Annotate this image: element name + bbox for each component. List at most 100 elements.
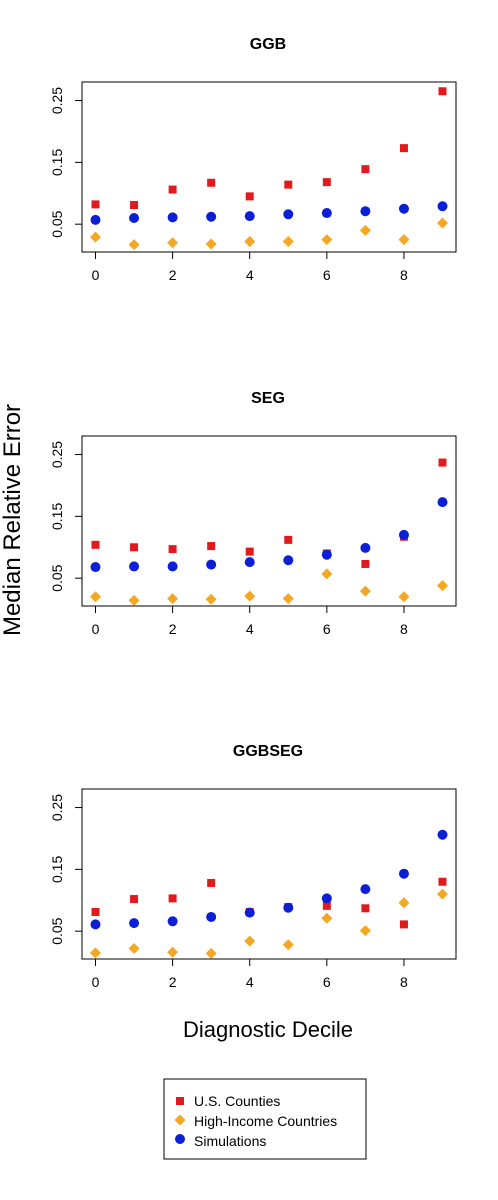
data-point-high-income-countries (89, 231, 101, 243)
panel-title-seg: SEG (251, 390, 285, 407)
data-point-us-counties (168, 545, 177, 554)
data-point-high-income-countries (167, 237, 179, 249)
data-point-us-counties (284, 535, 293, 544)
panel-seg: SEG 0 2 4 6 8 0.05 0.15 0.25 (49, 390, 457, 637)
data-point-us-counties (361, 904, 370, 913)
data-point-high-income-countries (359, 224, 371, 236)
data-point-simulations (283, 902, 294, 913)
data-point-us-counties (91, 908, 100, 917)
data-point-simulations (437, 829, 448, 840)
data-point-simulations (129, 561, 140, 572)
data-point-simulations (398, 203, 409, 214)
plot-frame-ggb (81, 81, 457, 253)
data-point-high-income-countries (167, 946, 179, 958)
data-point-simulations (398, 868, 409, 879)
panel-title-ggbseg: GGBSEG (233, 743, 303, 760)
data-point-high-income-countries (244, 235, 256, 247)
data-point-high-income-countries (321, 568, 333, 580)
data-point-simulations (129, 918, 140, 929)
panel-ggbseg: GGBSEG 0 2 4 6 8 0.05 0.15 0.25 (49, 743, 457, 990)
x-tick-label: 4 (246, 267, 254, 283)
data-point-simulations (167, 561, 178, 572)
data-point-us-counties (168, 185, 177, 194)
data-point-simulations (321, 208, 332, 219)
data-point-simulations (206, 911, 217, 922)
x-tick-label: 2 (169, 621, 177, 637)
legend: U.S. Counties High-Income Countries Simu… (163, 1078, 367, 1160)
data-point-us-counties (322, 178, 331, 187)
data-point-us-counties (207, 542, 216, 551)
data-point-simulations (244, 211, 255, 222)
data-point-high-income-countries (205, 947, 217, 959)
data-point-us-counties (399, 144, 408, 153)
data-point-us-counties (245, 192, 254, 201)
data-point-simulations (244, 557, 255, 568)
x-axis-label: Diagnostic Decile (183, 1017, 353, 1042)
data-point-simulations (321, 893, 332, 904)
data-point-high-income-countries (244, 590, 256, 602)
data-point-us-counties (207, 878, 216, 887)
y-tick-label: 0.25 (49, 794, 65, 821)
data-point-high-income-countries (205, 238, 217, 250)
y-tick-label: 0.25 (49, 441, 65, 468)
data-point-simulations (206, 211, 217, 222)
x-tick-label: 2 (169, 974, 177, 990)
data-point-us-counties (438, 87, 447, 96)
data-point-high-income-countries (437, 580, 449, 592)
x-tick-label: 8 (400, 267, 408, 283)
x-tick-label: 8 (400, 974, 408, 990)
data-point-us-counties (399, 920, 408, 929)
data-point-us-counties (130, 543, 139, 552)
data-point-us-counties (168, 894, 177, 903)
data-point-high-income-countries (128, 239, 140, 251)
data-point-high-income-countries (128, 594, 140, 606)
y-tick-label: 0.15 (49, 149, 65, 176)
data-point-high-income-countries (321, 912, 333, 924)
data-point-high-income-countries (398, 234, 410, 246)
data-point-us-counties (361, 165, 370, 174)
data-point-high-income-countries (205, 593, 217, 605)
legend-label-us-counties: U.S. Counties (194, 1093, 280, 1109)
data-point-high-income-countries (437, 217, 449, 229)
legend-box (163, 1078, 367, 1160)
data-point-simulations (437, 201, 448, 212)
data-point-us-counties (91, 540, 100, 549)
data-point-simulations (283, 555, 294, 566)
x-tick-label: 6 (323, 974, 331, 990)
data-point-simulations (167, 916, 178, 927)
y-tick-label: 0.05 (49, 210, 65, 237)
data-point-simulations (398, 529, 409, 540)
data-point-high-income-countries (89, 591, 101, 603)
data-point-high-income-countries (282, 593, 294, 605)
data-point-high-income-countries (398, 591, 410, 603)
data-point-us-counties (361, 559, 370, 568)
data-point-us-counties (438, 458, 447, 467)
x-tick-label: 4 (246, 974, 254, 990)
data-point-high-income-countries (437, 888, 449, 900)
data-point-simulations (90, 214, 101, 225)
data-point-simulations (244, 907, 255, 918)
data-point-high-income-countries (244, 935, 256, 947)
data-point-simulations (360, 542, 371, 553)
panel-title-ggb: GGB (250, 36, 286, 53)
data-point-simulations (360, 206, 371, 217)
plot-frame-seg (81, 435, 457, 607)
legend-label-simulations: Simulations (194, 1133, 266, 1149)
data-point-simulations (360, 884, 371, 895)
y-tick-label: 0.05 (49, 917, 65, 944)
data-point-simulations (90, 562, 101, 573)
legend-marker-simulations (175, 1134, 185, 1144)
x-tick-label: 0 (92, 621, 100, 637)
data-point-us-counties (130, 895, 139, 904)
y-tick-label: 0.05 (49, 564, 65, 591)
y-tick-label: 0.25 (49, 87, 65, 114)
data-point-simulations (129, 213, 140, 223)
data-point-high-income-countries (128, 942, 140, 954)
data-point-high-income-countries (398, 897, 410, 909)
x-tick-label: 8 (400, 621, 408, 637)
data-point-high-income-countries (359, 925, 371, 937)
data-point-us-counties (284, 180, 293, 189)
x-tick-label: 4 (246, 621, 254, 637)
data-point-us-counties (130, 201, 139, 210)
